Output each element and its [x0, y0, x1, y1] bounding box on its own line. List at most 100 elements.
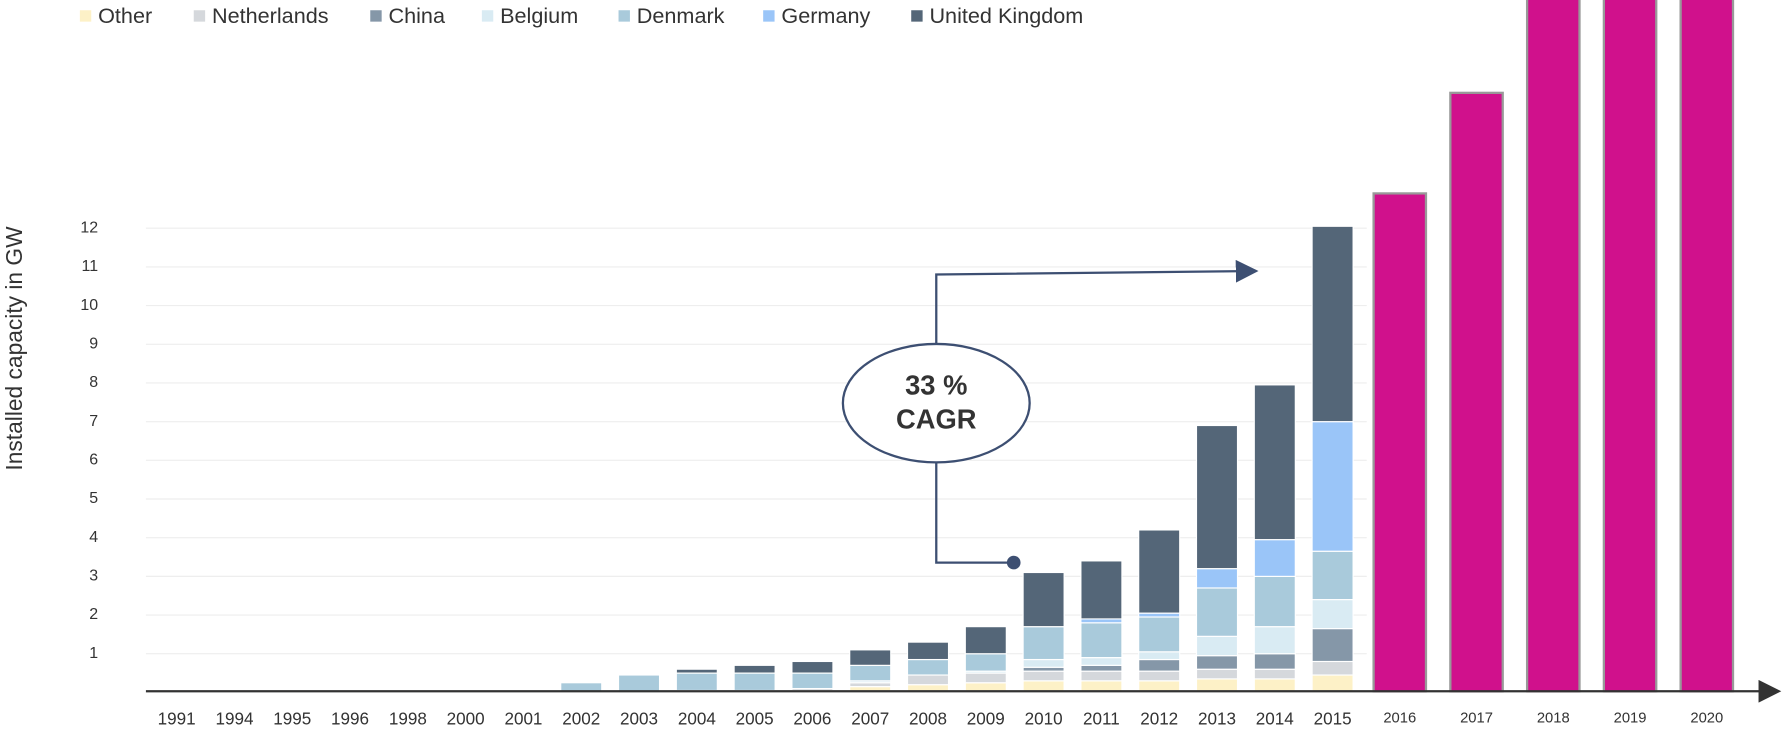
bar-segment: [1022, 626, 1065, 661]
x-tick-label: 2014: [1256, 709, 1294, 728]
bar-segment: [906, 658, 950, 676]
bar-segment: [560, 682, 603, 692]
y-axis-label: Installed capacity in GW: [1, 226, 27, 471]
bar-segment: [1195, 655, 1239, 670]
x-tick-label: 2020: [1690, 711, 1723, 727]
legend-swatch: [79, 10, 92, 22]
bar-segment: [1253, 668, 1296, 680]
x-tick-label: 2007: [851, 709, 889, 728]
legend-label: Other: [98, 3, 152, 28]
bar-segment: [964, 672, 1007, 684]
bar-segment: [964, 653, 1007, 672]
legend-label: United Kingdom: [929, 3, 1083, 28]
x-tick-label: 1994: [215, 709, 253, 728]
legend-swatch: [193, 10, 206, 22]
bar-segment: [1138, 616, 1181, 653]
legend-swatch: [763, 10, 775, 22]
bar-segment: [1253, 384, 1296, 541]
x-tick-label: 2003: [620, 709, 658, 728]
x-tick-label: 2005: [736, 709, 774, 728]
bar-segment: [617, 674, 661, 693]
bar-segment: [1311, 421, 1354, 552]
legend-label: Germany: [781, 3, 870, 28]
bar-segment: [791, 660, 834, 674]
x-tick-label: 2001: [504, 709, 542, 728]
bar-segment: [849, 649, 892, 666]
y-tick-label: 8: [89, 374, 98, 391]
callout: [841, 342, 1031, 464]
bar-segment: [1080, 657, 1123, 666]
bar-segment: [1080, 664, 1123, 672]
forecast-bar: [1602, 0, 1658, 693]
x-tick-label: 1995: [273, 709, 311, 728]
bar-segment: [1022, 571, 1065, 628]
bar-segment: [1311, 660, 1354, 676]
x-tick-label: 1996: [331, 709, 369, 728]
bar-segment: [1253, 539, 1296, 577]
bar-segment: [1022, 658, 1065, 668]
bar-segment: [1138, 651, 1181, 661]
y-tick-label: 1: [89, 645, 98, 662]
bar-segment: [733, 664, 776, 674]
bar-segment: [1195, 568, 1239, 589]
bar-segment: [1022, 666, 1065, 672]
x-tick-label: 2011: [1083, 709, 1120, 728]
bar-segment: [1311, 628, 1354, 663]
y-tick-label: 7: [89, 413, 98, 430]
bar-segment: [1080, 618, 1123, 624]
x-tick-label: 1998: [389, 709, 427, 728]
bar-segment: [849, 682, 892, 688]
x-tick-label: 2015: [1314, 709, 1352, 728]
x-tick-label: 2004: [678, 709, 716, 728]
legend-label: Belgium: [500, 3, 578, 28]
x-tick-label: 1991: [158, 709, 196, 728]
bar-segment: [1080, 560, 1123, 620]
bar-segment: [1022, 670, 1065, 682]
y-tick-label: 11: [82, 258, 99, 275]
bar-segment: [1195, 424, 1239, 570]
bar-segment: [1138, 658, 1181, 672]
annotation: 33 %: [905, 369, 967, 400]
x-tick-label: 2006: [793, 709, 831, 728]
y-tick-label: 4: [89, 529, 98, 546]
legend-swatch: [618, 10, 630, 22]
bar-segment: [964, 626, 1007, 655]
bar-segment: [1080, 622, 1123, 659]
bar-segment: [1253, 575, 1296, 628]
bar-segment: [1138, 670, 1181, 682]
y-tick-label: 2: [89, 606, 98, 623]
bar-segment: [1195, 668, 1239, 680]
bar-segment: [1311, 599, 1354, 630]
bar-segment: [1253, 626, 1296, 655]
bar-segment: [675, 672, 718, 692]
bar-segment: [906, 674, 950, 686]
x-tick-label: 2019: [1614, 711, 1647, 727]
arrow: [935, 259, 1259, 344]
legend-label: China: [388, 3, 445, 28]
bar-segment: [1311, 674, 1354, 693]
legend-label: Denmark: [637, 3, 725, 28]
bar-segment: [1311, 550, 1354, 601]
x-tick-label: 2000: [447, 709, 485, 728]
legend-swatch: [481, 10, 494, 22]
y-tick-label: 12: [80, 219, 98, 236]
y-tick-label: 5: [89, 490, 98, 507]
annotation: CAGR: [896, 404, 977, 435]
legend-swatch: [370, 10, 382, 22]
plot: [155, 0, 1735, 693]
y-tick-label: 9: [89, 335, 98, 352]
bar-segment: [1195, 587, 1239, 637]
x-tick-label: 2002: [562, 709, 600, 728]
forecast-bar: [1525, 0, 1581, 693]
forecast-bar: [1372, 192, 1428, 693]
bar-segment: [1138, 612, 1181, 618]
legend-label: Netherlands: [212, 3, 329, 28]
x-tick-label: 2018: [1537, 711, 1570, 727]
bar-segment: [849, 664, 892, 682]
bar-segment: [675, 668, 718, 674]
connector: [935, 462, 1014, 564]
forecast-bar: [1449, 91, 1504, 693]
legend-swatch: [911, 10, 923, 22]
y-tick-label: 3: [89, 568, 98, 585]
